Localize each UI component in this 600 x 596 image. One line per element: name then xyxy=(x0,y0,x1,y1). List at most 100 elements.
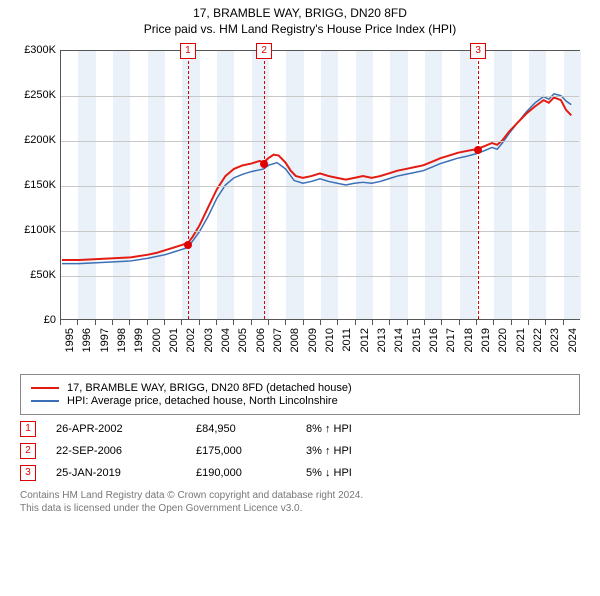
y-axis-label: £150K xyxy=(12,179,56,191)
x-tick xyxy=(493,320,494,325)
gridline-h xyxy=(61,276,579,277)
footer-attribution: Contains HM Land Registry data © Crown c… xyxy=(20,489,580,515)
x-axis-label: 1996 xyxy=(81,328,93,352)
x-axis-label: 2008 xyxy=(289,328,301,352)
sale-row: 2 22-SEP-2006£175,0003% ↑ HPI xyxy=(20,443,580,459)
sale-marker-line xyxy=(478,51,479,319)
chart-lines xyxy=(61,51,579,319)
x-axis-label: 2024 xyxy=(567,328,579,352)
x-axis-label: 2011 xyxy=(341,328,353,352)
sale-marker-line xyxy=(264,51,265,319)
x-axis-label: 2023 xyxy=(549,328,561,352)
sale-relative: 5% ↓ HPI xyxy=(306,467,352,479)
x-axis-label: 2021 xyxy=(515,328,527,352)
x-axis-label: 2020 xyxy=(497,328,509,352)
y-axis-label: £300K xyxy=(12,44,56,56)
x-tick xyxy=(164,320,165,325)
plot-area: 123 xyxy=(60,50,580,320)
x-tick xyxy=(424,320,425,325)
gridline-h xyxy=(61,141,579,142)
x-axis-label: 2007 xyxy=(272,328,284,352)
x-tick xyxy=(459,320,460,325)
x-axis-label: 2010 xyxy=(324,328,336,352)
gridline-h xyxy=(61,186,579,187)
sale-marker-dot xyxy=(474,146,482,154)
x-tick xyxy=(337,320,338,325)
y-axis-label: £250K xyxy=(12,89,56,101)
sale-number-box: 2 xyxy=(20,443,36,459)
x-axis-label: 2016 xyxy=(428,328,440,352)
x-tick xyxy=(545,320,546,325)
sale-marker-line xyxy=(188,51,189,319)
x-tick xyxy=(441,320,442,325)
x-axis-label: 1999 xyxy=(133,328,145,352)
legend-swatch xyxy=(31,400,59,402)
x-tick xyxy=(112,320,113,325)
x-axis-label: 2009 xyxy=(307,328,319,352)
legend-label: HPI: Average price, detached house, Nort… xyxy=(67,395,338,407)
x-tick xyxy=(199,320,200,325)
x-tick xyxy=(251,320,252,325)
x-tick xyxy=(181,320,182,325)
page-title: 17, BRAMBLE WAY, BRIGG, DN20 8FD xyxy=(0,6,600,20)
x-tick xyxy=(563,320,564,325)
x-tick xyxy=(233,320,234,325)
sale-marker-dot xyxy=(260,160,268,168)
sale-marker-box: 1 xyxy=(180,43,196,59)
series-line xyxy=(62,97,571,260)
sale-date: 25-JAN-2019 xyxy=(56,467,196,479)
x-axis-label: 1997 xyxy=(99,328,111,352)
sale-row: 3 25-JAN-2019£190,0005% ↓ HPI xyxy=(20,465,580,481)
x-tick xyxy=(407,320,408,325)
y-axis-label: £50K xyxy=(12,269,56,281)
x-axis-label: 2014 xyxy=(393,328,405,352)
legend-box: 17, BRAMBLE WAY, BRIGG, DN20 8FD (detach… xyxy=(20,374,580,415)
x-tick xyxy=(285,320,286,325)
legend-label: 17, BRAMBLE WAY, BRIGG, DN20 8FD (detach… xyxy=(67,382,352,394)
x-axis-label: 2022 xyxy=(532,328,544,352)
x-tick xyxy=(129,320,130,325)
sale-marker-box: 2 xyxy=(256,43,272,59)
x-tick xyxy=(216,320,217,325)
sale-number-box: 3 xyxy=(20,465,36,481)
footer-line-1: Contains HM Land Registry data © Crown c… xyxy=(20,489,580,502)
x-tick xyxy=(60,320,61,325)
x-axis-label: 2005 xyxy=(237,328,249,352)
sale-marker-box: 3 xyxy=(470,43,486,59)
sale-row: 126-APR-2002£84,9508% ↑ HPI xyxy=(20,421,580,437)
x-axis-label: 2018 xyxy=(463,328,475,352)
sales-table: 126-APR-2002£84,9508% ↑ HPI 2 22-SEP-2006£… xyxy=(20,421,580,481)
x-axis-label: 2000 xyxy=(151,328,163,352)
legend-swatch xyxy=(31,387,59,389)
sale-relative: 3% ↑ HPI xyxy=(306,445,352,457)
x-tick xyxy=(389,320,390,325)
x-tick xyxy=(95,320,96,325)
x-tick xyxy=(511,320,512,325)
x-axis-label: 2004 xyxy=(220,328,232,352)
x-axis-label: 2017 xyxy=(445,328,457,352)
x-tick xyxy=(355,320,356,325)
x-axis-label: 2012 xyxy=(359,328,371,352)
x-tick xyxy=(147,320,148,325)
x-axis-label: 2013 xyxy=(376,328,388,352)
legend-row: 17, BRAMBLE WAY, BRIGG, DN20 8FD (detach… xyxy=(31,382,569,394)
y-axis-label: £100K xyxy=(12,224,56,236)
x-axis-label: 2015 xyxy=(411,328,423,352)
x-axis-label: 1995 xyxy=(64,328,76,352)
x-axis-label: 2001 xyxy=(168,328,180,352)
x-axis-label: 2002 xyxy=(185,328,197,352)
series-line xyxy=(62,94,571,264)
x-tick xyxy=(320,320,321,325)
sale-price: £175,000 xyxy=(196,445,306,457)
y-axis-label: £200K xyxy=(12,134,56,146)
sale-relative: 8% ↑ HPI xyxy=(306,423,352,435)
sale-marker-dot xyxy=(184,241,192,249)
sale-price: £190,000 xyxy=(196,467,306,479)
x-tick xyxy=(303,320,304,325)
x-axis-label: 2019 xyxy=(480,328,492,352)
chart-container: 123 £0£50K£100K£150K£200K£250K£300K19951… xyxy=(10,40,590,370)
x-axis-label: 2003 xyxy=(203,328,215,352)
x-tick xyxy=(268,320,269,325)
sale-date: 22-SEP-2006 xyxy=(56,445,196,457)
sale-price: £84,950 xyxy=(196,423,306,435)
